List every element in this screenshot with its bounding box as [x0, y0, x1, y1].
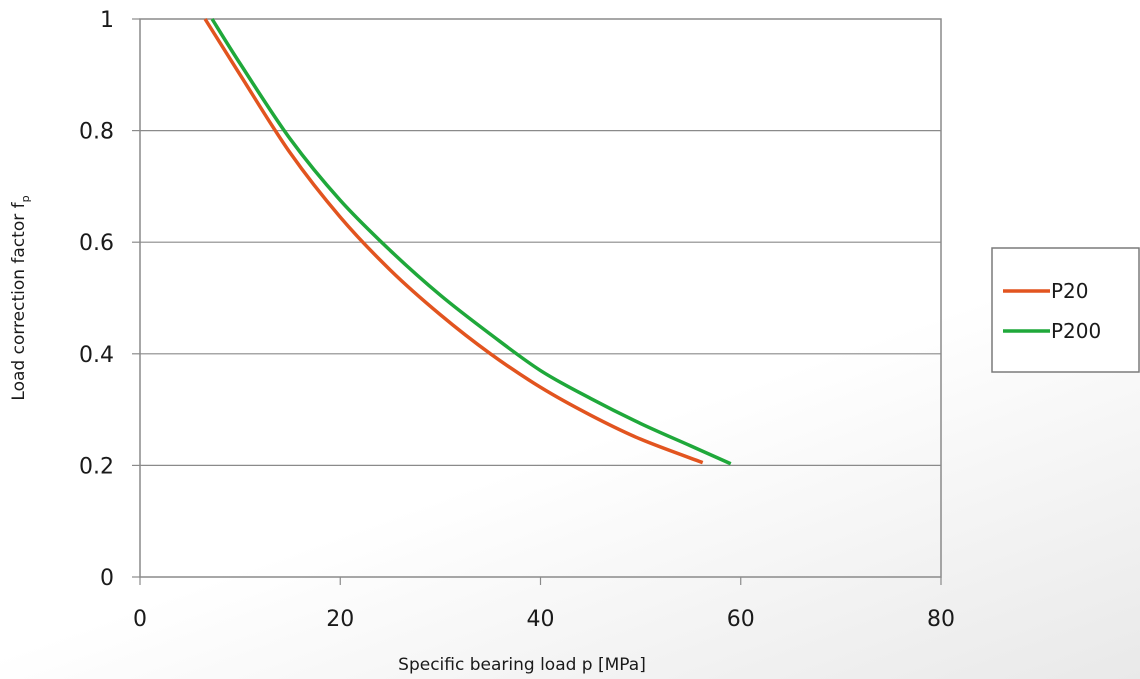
legend-box [991, 247, 1140, 373]
x-tick-label: 40 [527, 607, 555, 632]
y-axis-title: Load correction factor fp [9, 195, 32, 400]
y-tick-label: 0 [100, 566, 114, 591]
y-tick-label: 1 [100, 8, 114, 33]
x-tick-label: 0 [133, 607, 147, 632]
x-axis-title: Specific bearing load p [MPa] [398, 655, 646, 675]
legend-label-p20: P20 [1051, 279, 1089, 303]
axis-ticks: 0 0.2 0.4 0.6 0.8 1 0 20 40 60 80 [79, 8, 955, 632]
y-axis-title-main: Load correction factor f [9, 201, 29, 400]
y-axis-title-subscript: p [19, 195, 32, 202]
y-tick-label: 0.8 [79, 120, 114, 145]
y-tick-label: 0.6 [79, 231, 114, 256]
series-line-p20 [203, 18, 704, 465]
x-tick-label: 80 [927, 607, 955, 632]
x-tick-label: 20 [326, 607, 354, 632]
x-tick-label: 60 [727, 607, 755, 632]
legend-label-p200: P200 [1051, 319, 1101, 343]
y-tick-label: 0.2 [79, 454, 114, 479]
grid-layer [140, 130, 941, 466]
plot-area-frame [139, 18, 942, 578]
series-line-p200 [210, 18, 732, 466]
series-layer [203, 18, 732, 466]
legend: P20 P200 [991, 247, 1140, 373]
y-tick-label: 0.4 [79, 343, 114, 368]
